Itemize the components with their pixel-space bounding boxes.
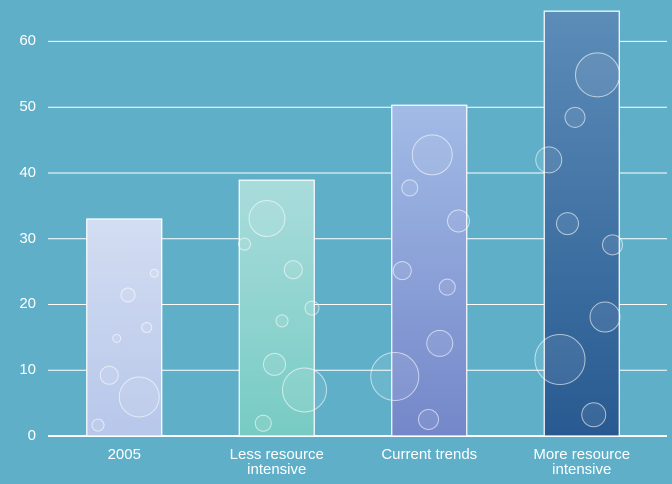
x-tick-label: 2005 — [107, 446, 141, 463]
bubble — [275, 314, 289, 328]
y-tick-label: 40 — [19, 163, 36, 181]
y-tick-label: 20 — [19, 295, 36, 313]
bubble — [602, 234, 623, 256]
x-tick-label: Less resource intensive — [229, 446, 324, 478]
bubble — [556, 212, 579, 236]
bubble — [282, 367, 327, 413]
bubble — [575, 52, 620, 98]
bubble — [447, 209, 470, 233]
bubble — [418, 408, 439, 430]
bubble — [438, 278, 456, 296]
bar — [86, 218, 163, 437]
bubble — [120, 287, 136, 303]
x-tick-label: More resource intensive — [533, 446, 631, 478]
bubble — [118, 376, 160, 418]
bubble — [370, 351, 420, 401]
bubble — [589, 301, 621, 333]
y-tick-label: 30 — [19, 229, 36, 247]
y-tick-label: 10 — [19, 361, 36, 379]
bar — [391, 104, 468, 437]
x-tick-label: Current trends — [381, 446, 478, 463]
bubble — [534, 334, 586, 386]
bar — [238, 179, 315, 437]
bubble — [581, 402, 607, 428]
bubble — [392, 261, 412, 281]
y-tick-label: 60 — [19, 32, 36, 50]
bubble — [248, 200, 286, 238]
bubble — [141, 321, 153, 333]
bubble — [263, 352, 286, 376]
bubble — [426, 329, 454, 357]
bubble — [283, 260, 303, 280]
y-tick-label: 50 — [19, 98, 36, 116]
y-tick-label: 0 — [27, 427, 36, 444]
bubble — [304, 300, 320, 316]
bubble — [411, 134, 453, 176]
bubble — [238, 237, 251, 251]
bubble — [91, 418, 105, 432]
bubble — [401, 179, 419, 197]
bubble — [112, 333, 122, 343]
bubble — [564, 106, 586, 128]
bubble — [99, 365, 119, 385]
bubble — [254, 414, 272, 432]
bubble — [149, 268, 159, 278]
bubble — [535, 146, 563, 174]
